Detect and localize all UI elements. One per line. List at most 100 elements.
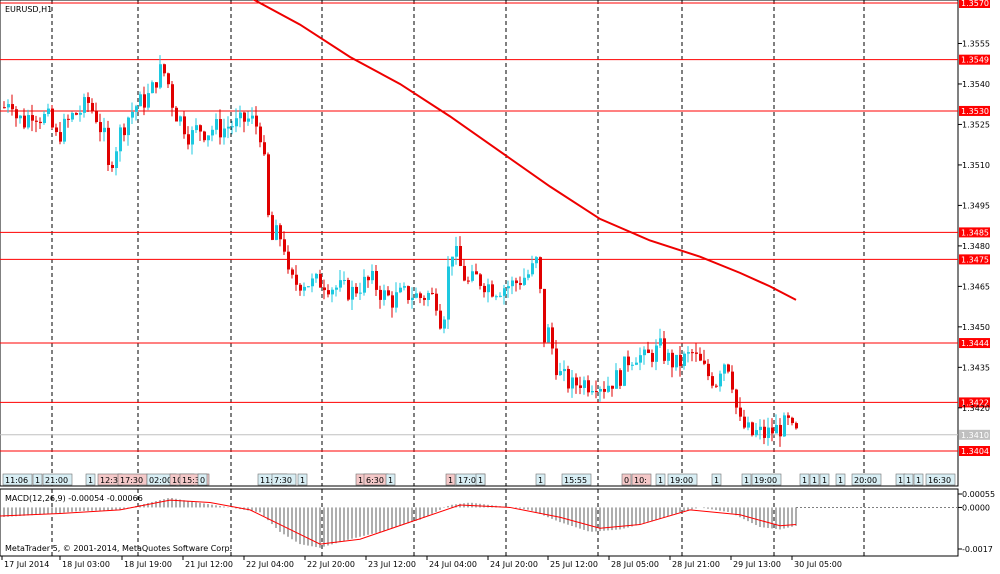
candle-body <box>707 363 710 377</box>
event-marker-label: 1 <box>802 476 807 485</box>
candle-body <box>383 290 386 300</box>
event-marker-label: 0 <box>200 476 205 485</box>
event-marker[interactable] <box>271 473 297 486</box>
candle-body <box>355 286 358 294</box>
y-tick-label: 1.3420 <box>962 404 990 413</box>
candle-body <box>375 271 378 290</box>
candle-body <box>675 354 678 368</box>
event-marker[interactable] <box>621 473 632 486</box>
event-marker[interactable] <box>667 473 698 486</box>
candle-body <box>663 338 666 361</box>
event-marker[interactable] <box>445 473 456 486</box>
candle-body <box>339 280 342 288</box>
candle-body <box>519 283 522 285</box>
candle-body <box>395 292 398 308</box>
candle-body <box>419 293 422 298</box>
event-marker-label: 1 <box>744 476 749 485</box>
candle-body <box>687 352 690 354</box>
event-marker-label: 1 <box>916 476 921 485</box>
macd-y-tick-label: -0.0017 <box>962 545 993 554</box>
candle-body <box>547 327 550 343</box>
event-marker-label: 17:00 <box>458 476 481 485</box>
moving-average-path <box>252 0 797 301</box>
candle-body <box>591 391 594 393</box>
event-marker-label: 1 <box>88 476 93 485</box>
event-marker[interactable] <box>179 473 210 486</box>
level-price-box <box>959 397 990 408</box>
event-marker[interactable] <box>819 473 830 486</box>
event-marker[interactable] <box>809 473 820 486</box>
candle-body <box>535 257 538 264</box>
candle-body <box>415 293 418 298</box>
event-marker[interactable] <box>385 473 396 486</box>
event-marker-label: 1 <box>658 476 663 485</box>
event-marker[interactable] <box>903 473 914 486</box>
candle-body <box>359 292 362 294</box>
level-price-box <box>959 446 990 456</box>
candle-body <box>87 97 90 103</box>
event-marker[interactable] <box>913 473 924 486</box>
moving-average-line <box>252 0 797 301</box>
candle-body <box>179 116 182 122</box>
candle-body <box>787 415 790 418</box>
event-marker[interactable] <box>655 473 666 486</box>
event-marker[interactable] <box>535 473 546 486</box>
event-marker[interactable] <box>32 473 43 486</box>
event-marker-label: 1 <box>838 476 843 485</box>
candle-body <box>219 119 222 138</box>
event-marker-label: 1 <box>538 476 543 485</box>
candle-body <box>599 388 602 392</box>
event-marker[interactable] <box>475 473 486 486</box>
event-marker-label: 1 <box>714 476 719 485</box>
x-tick-label: 22 Jul 20:00 <box>307 560 355 569</box>
candle-body <box>39 121 42 124</box>
event-marker[interactable] <box>42 473 73 486</box>
candle-body <box>615 370 618 389</box>
candle-body <box>215 119 218 130</box>
candle-body <box>559 371 562 376</box>
candle-body <box>379 289 382 300</box>
candle-body <box>307 286 310 288</box>
x-tick-label: 30 Jul 05:00 <box>794 560 842 569</box>
y-tick-label: 1.3540 <box>962 80 990 89</box>
event-marker[interactable] <box>711 473 722 486</box>
candle-body <box>27 115 30 128</box>
candle-body <box>275 225 278 240</box>
event-marker[interactable] <box>561 473 592 486</box>
level-price-box <box>959 105 990 116</box>
level-price-label: 1.3422 <box>961 398 989 407</box>
candle-body <box>155 82 158 88</box>
candle-body <box>699 353 702 361</box>
event-marker[interactable] <box>197 473 208 486</box>
event-marker[interactable] <box>85 473 96 486</box>
candle-body <box>755 430 758 436</box>
event-marker[interactable] <box>631 473 652 486</box>
candle-body <box>447 266 450 320</box>
candle-body <box>363 276 366 293</box>
event-marker[interactable] <box>835 473 846 486</box>
candle-body <box>319 273 322 288</box>
event-marker[interactable] <box>751 473 782 486</box>
candle-body <box>323 287 326 291</box>
candle-body <box>223 128 226 138</box>
event-marker-label: 12:3 <box>100 476 118 485</box>
candle-body <box>775 424 778 434</box>
candle-body <box>619 370 622 386</box>
candle-body <box>643 349 646 356</box>
event-marker[interactable] <box>2 473 33 486</box>
candle-body <box>507 286 510 289</box>
candle-body <box>735 389 738 408</box>
event-marker-label: 1 <box>478 476 483 485</box>
candle-body <box>467 280 470 282</box>
event-marker[interactable] <box>799 473 810 486</box>
current-price-box <box>959 429 990 440</box>
event-marker[interactable] <box>851 473 882 486</box>
event-marker[interactable] <box>297 473 308 486</box>
event-marker[interactable] <box>925 473 956 486</box>
candle-body <box>603 388 606 392</box>
candle-body <box>667 352 670 361</box>
candle-body <box>187 134 190 145</box>
main-chart-area[interactable] <box>0 0 959 487</box>
event-marker[interactable] <box>741 473 752 486</box>
